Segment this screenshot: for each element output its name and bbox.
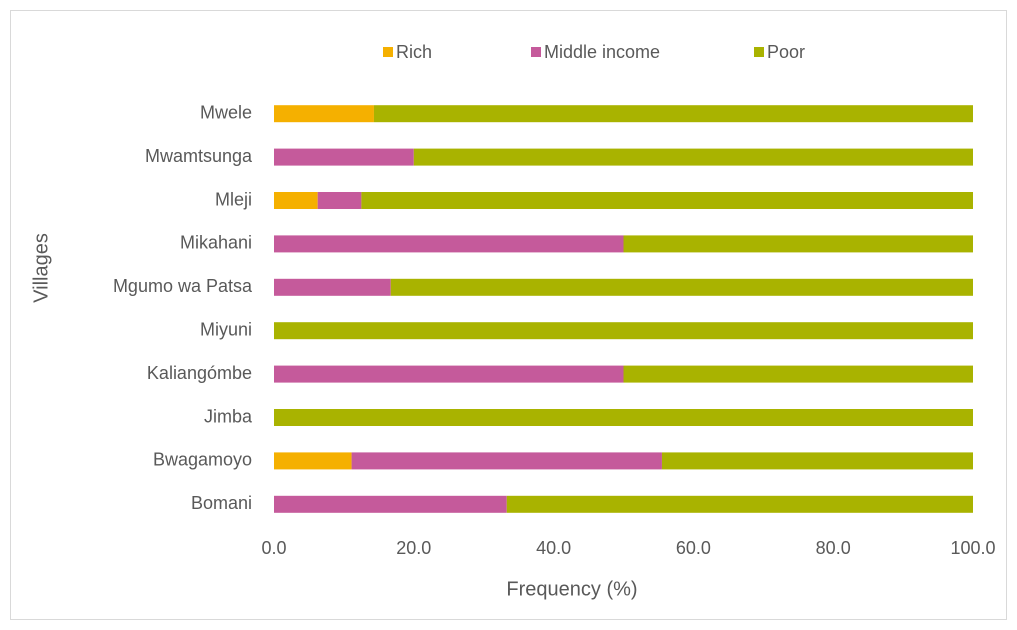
- y-tick-label: Bwagamoyo: [153, 450, 252, 470]
- chart-frame: [10, 10, 1007, 620]
- bar-segment: [623, 235, 973, 253]
- legend-label: Middle income: [544, 42, 660, 62]
- y-tick-label: Mwamtsunga: [145, 146, 253, 166]
- y-axis-title: Villages: [30, 233, 52, 303]
- bar-segment: [373, 105, 973, 123]
- x-tick-label: 0.0: [261, 538, 286, 558]
- y-tick-label: Bomani: [191, 493, 252, 513]
- bar-segment: [506, 495, 973, 513]
- y-tick-label: Miyuni: [200, 319, 252, 339]
- x-tick-label: 100.0: [950, 538, 995, 558]
- bar-segment: [274, 322, 973, 340]
- bar-segment: [274, 192, 318, 209]
- y-tick-label: Mgumo wa Patsa: [113, 276, 253, 296]
- bar-segment: [413, 148, 973, 166]
- bar-segment: [317, 192, 362, 209]
- bar-segment: [351, 452, 662, 470]
- bar-segment: [274, 409, 973, 426]
- bar-segment: [274, 452, 352, 470]
- bar-segment: [623, 365, 973, 383]
- x-tick-label: 20.0: [396, 538, 431, 558]
- x-tick-label: 80.0: [816, 538, 851, 558]
- x-tick-label: 60.0: [676, 538, 711, 558]
- bar-segment: [274, 365, 624, 383]
- bar-segment: [274, 105, 374, 123]
- legend-swatch: [383, 47, 393, 57]
- bar-segment: [274, 235, 624, 253]
- bar-segment: [274, 278, 391, 296]
- legend-label: Rich: [396, 42, 432, 62]
- bar-segment: [361, 192, 973, 209]
- bar-segment: [274, 148, 414, 166]
- legend-swatch: [754, 47, 764, 57]
- legend-swatch: [531, 47, 541, 57]
- y-tick-label: Mleji: [215, 189, 252, 209]
- bar-segment: [390, 278, 973, 296]
- legend-label: Poor: [767, 42, 805, 62]
- y-tick-label: Jimba: [204, 406, 253, 426]
- y-tick-label: Mwele: [200, 102, 252, 122]
- y-tick-label: Kaliangómbe: [147, 363, 252, 383]
- bar-segment: [661, 452, 973, 470]
- x-axis-title: Frequency (%): [506, 578, 637, 600]
- x-tick-label: 40.0: [536, 538, 571, 558]
- y-tick-label: Mikahani: [180, 233, 252, 253]
- bar-segment: [274, 495, 507, 513]
